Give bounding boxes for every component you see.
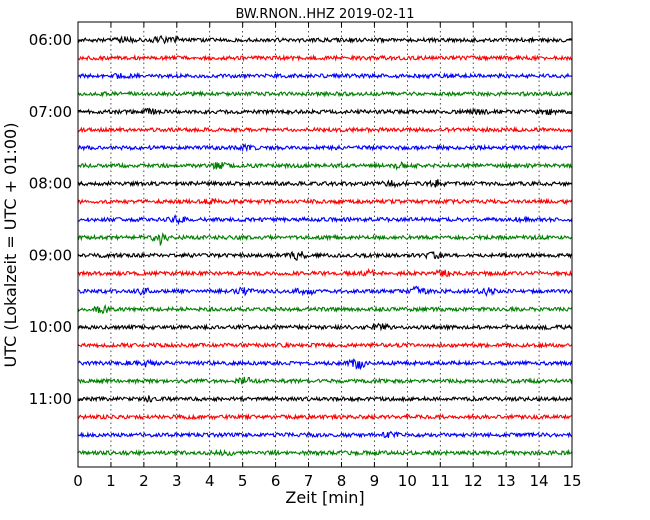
- trace-line: [77, 250, 573, 261]
- x-tick-label: 13: [497, 472, 516, 490]
- trace-line: [77, 376, 573, 385]
- y-tick-label: 09:00: [29, 246, 72, 264]
- trace-line: [77, 303, 573, 315]
- trace-line: [77, 232, 573, 247]
- trace-line: [77, 430, 573, 439]
- x-tick-label: 3: [172, 472, 182, 490]
- trace-line: [77, 35, 573, 45]
- tick-labels: 0 1 2 3 4 5 6 7 8 9 10 11 12 13 14 1506:0007:0008:0009:…: [29, 31, 582, 490]
- trace-line: [77, 71, 573, 80]
- x-tick-label: 1: [106, 472, 116, 490]
- y-axis-label: UTC (Lokalzeit = UTC + 01:00): [1, 123, 20, 368]
- x-tick-label: 9: [370, 472, 380, 490]
- x-tick-label: 0: [73, 472, 83, 490]
- x-tick-label: 7: [304, 472, 314, 490]
- y-tick-label: 07:00: [29, 103, 72, 121]
- x-tick-label: 12: [464, 472, 483, 490]
- x-tick-label: 8: [337, 472, 347, 490]
- x-tick-label: 10: [398, 472, 417, 490]
- y-tick-label: 08:00: [29, 175, 72, 193]
- trace-line: [77, 214, 573, 226]
- trace-line: [77, 448, 573, 457]
- x-tick-label: 6: [271, 472, 281, 490]
- trace-line: [77, 142, 573, 153]
- x-axis-label: Zeit [min]: [285, 488, 364, 507]
- trace-line: [77, 197, 573, 206]
- trace-line: [77, 341, 573, 350]
- trace-line: [77, 267, 573, 278]
- x-tick-label: 14: [530, 472, 549, 490]
- y-tick-label: 06:00: [29, 31, 72, 49]
- trace-line: [77, 107, 573, 116]
- trace-line: [77, 125, 573, 134]
- trace-line: [77, 53, 573, 62]
- trace-line: [77, 322, 573, 332]
- trace-line: [77, 179, 573, 189]
- axis-ticks: [77, 22, 573, 467]
- x-tick-label: 4: [205, 472, 215, 490]
- chart-title: BW.RNON..HHZ 2019-02-11: [235, 7, 414, 22]
- x-tick-label: 11: [431, 472, 450, 490]
- x-tick-label: 15: [562, 472, 581, 490]
- trace-line: [77, 358, 573, 371]
- trace-line: [77, 285, 573, 298]
- trace-line: [77, 90, 573, 98]
- y-tick-label: 11:00: [29, 390, 72, 408]
- y-tick-label: 10:00: [29, 318, 72, 336]
- trace-lines: [77, 35, 573, 457]
- x-tick-label: 2: [139, 472, 149, 490]
- trace-line: [77, 160, 573, 171]
- x-tick-label: 5: [238, 472, 248, 490]
- trace-line: [77, 395, 573, 404]
- plot-frame: [77, 21, 573, 468]
- trace-line: [77, 413, 573, 421]
